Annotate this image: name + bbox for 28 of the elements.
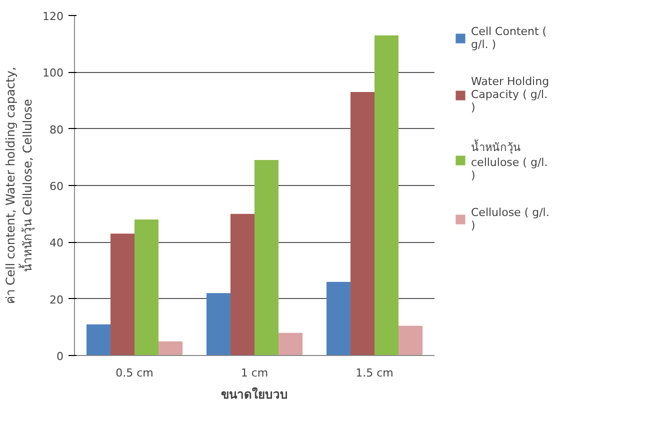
- y-tick-label: 60: [50, 180, 64, 193]
- x-tick-label: 1.5 cm: [356, 366, 394, 380]
- bar: [326, 282, 350, 356]
- bar: [134, 220, 158, 356]
- y-tick-label: 20: [50, 293, 64, 306]
- bar: [254, 160, 278, 356]
- legend-label: น้ำหนักวุ้น cellulose ( g/l. ): [471, 138, 548, 182]
- x-tick-label: 0.5 cm: [116, 366, 154, 380]
- x-tick-label: 1 cm: [240, 366, 268, 380]
- bar: [278, 332, 302, 356]
- y-tick-label: 0: [56, 350, 64, 363]
- legend-label: Cell Content ( g/l. ): [471, 25, 547, 51]
- y-tick-label: 80: [50, 123, 64, 136]
- y-axis-title: ค่า Cell content, Water holding capacty, น้ำหนักวุ้น Cellulose, Cellulose: [4, 66, 36, 304]
- y-tick-label: 120: [42, 10, 64, 23]
- bar: [230, 214, 254, 356]
- bar: [158, 341, 182, 356]
- y-tick-label: 100: [42, 66, 64, 80]
- bar: [398, 326, 422, 356]
- bar: [86, 324, 110, 356]
- legend-label: Cellulose ( g/l. ): [471, 206, 550, 232]
- legend-label: Water Holding Capacity ( g/l. ): [471, 75, 550, 114]
- bar: [206, 293, 230, 356]
- bar: [350, 92, 374, 356]
- bar: [374, 35, 398, 356]
- x-axis-title: ขนาดใยบวบ: [221, 386, 288, 402]
- bar: [110, 234, 134, 356]
- y-tick-label: 40: [50, 236, 64, 250]
